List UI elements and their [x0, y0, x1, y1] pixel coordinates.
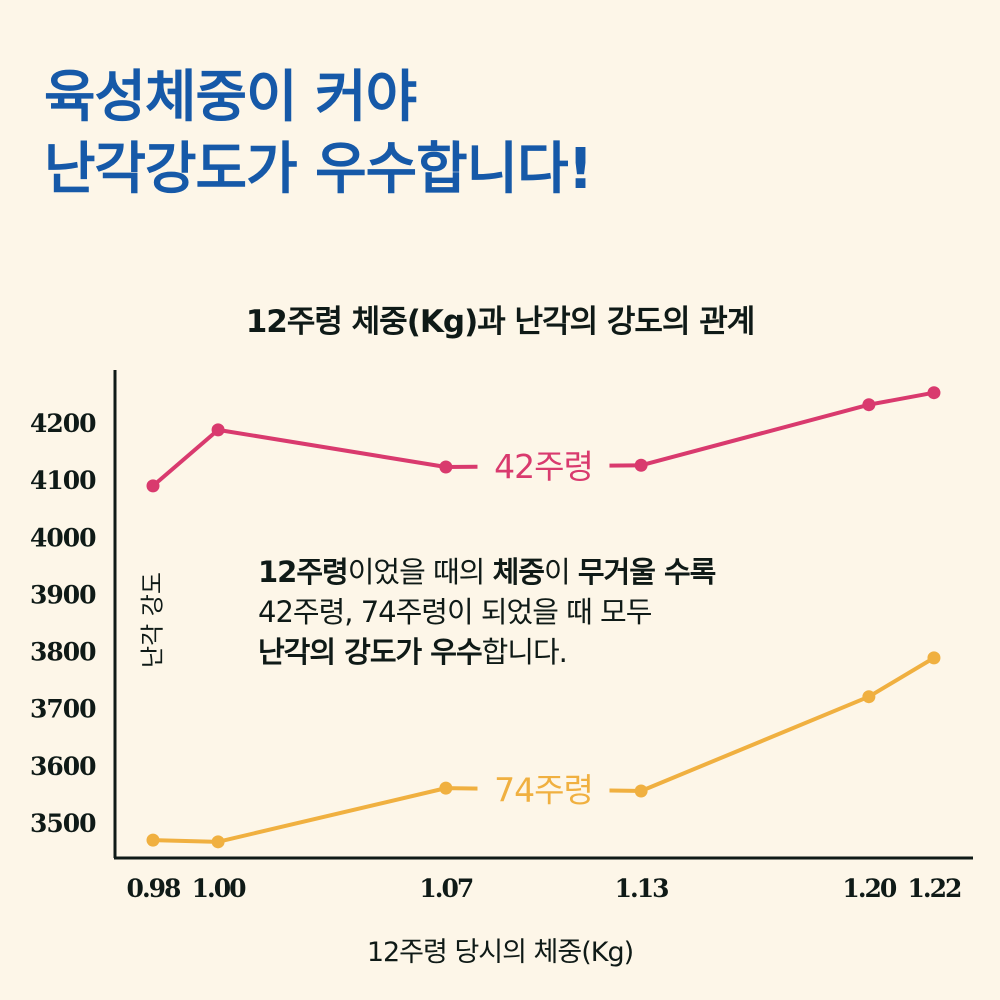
x-tick-label: 1.22: [908, 874, 961, 903]
x-tick-label: 1.07: [419, 874, 472, 903]
note-bold: 난각의 강도가 우수: [258, 635, 483, 669]
y-tick-label: 4200: [30, 409, 96, 438]
note-line-2: 42주령, 74주령이 되었을 때 모두: [258, 595, 652, 629]
data-point: [862, 398, 876, 412]
note-text: 합니다.: [481, 635, 568, 669]
series-label: 74주령: [494, 771, 593, 810]
series-line-74: [152, 656, 935, 844]
data-point: [146, 833, 160, 847]
note-line-3: 난각의 강도가 우수합니다.: [258, 632, 715, 672]
data-point: [634, 458, 648, 472]
note-text: 이었을 때의: [347, 555, 493, 589]
x-tick-label: 1.13: [615, 874, 668, 903]
y-tick-label: 3800: [30, 638, 96, 667]
data-point: [211, 835, 225, 849]
note-bold: 체중: [492, 555, 545, 589]
y-tick-label: 4100: [30, 466, 96, 495]
data-point: [211, 423, 225, 437]
data-point: [927, 651, 941, 665]
headline: 육성체중이 커야 난각강도가 우수합니다!: [44, 62, 593, 206]
series-label-bg: [477, 767, 610, 808]
note-line-1: 12주령이었을 때의 체중이 무거울 수록: [258, 552, 716, 592]
note-bold: 무거울 수록: [577, 555, 716, 589]
data-point: [634, 784, 648, 798]
data-point: [927, 386, 941, 400]
y-tick-label: 4000: [30, 523, 96, 552]
y-tick-label: 3700: [30, 695, 96, 724]
data-point: [862, 690, 876, 704]
series-label: 42주령: [494, 447, 593, 486]
x-axis-label: 12주령 당시의 체중(Kg): [366, 937, 634, 968]
x-tick-label: 1.20: [842, 874, 896, 903]
chart-title: 12주령 체중(Kg)과 난각의 강도의 관계: [245, 304, 756, 340]
y-axis-label: 난각 강도: [138, 572, 167, 668]
data-point: [146, 479, 160, 493]
annotation-note: 12주령이었을 때의 체중이 무거울 수록 42주령, 74주령이 되었을 때 …: [258, 552, 716, 672]
x-tick-label: 0.98: [127, 874, 181, 903]
x-tick-label: 1.00: [192, 874, 246, 903]
y-tick-label: 3600: [30, 752, 96, 781]
note-bold: 12주령: [258, 555, 349, 589]
series-label-bg: [477, 444, 610, 485]
headline-line-2: 난각강도가 우수합니다!: [44, 137, 593, 202]
y-tick-label: 3900: [30, 580, 96, 609]
data-point: [439, 460, 453, 474]
note-text: 이: [543, 555, 578, 589]
data-point: [439, 781, 453, 795]
headline-line-1: 육성체중이 커야: [44, 65, 417, 130]
y-tick-label: 3500: [30, 809, 96, 838]
